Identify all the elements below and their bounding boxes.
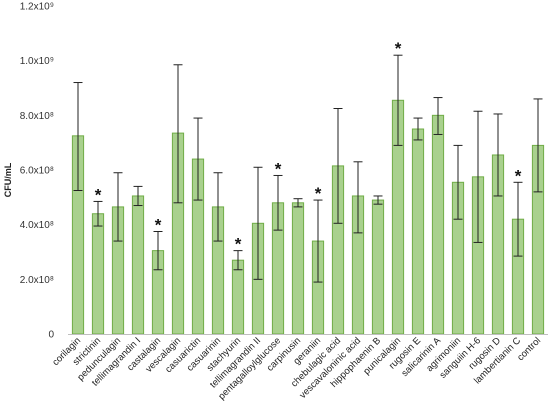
significance-star: *: [155, 216, 162, 235]
y-tick-label: 1.0x10⁹: [20, 56, 54, 67]
bar: [91, 213, 105, 335]
bar: [231, 259, 245, 335]
y-tick-label: 4.0x10⁸: [20, 220, 54, 231]
y-tick-label: 0: [48, 330, 54, 341]
error-bar: [453, 144, 463, 220]
error-bar: [193, 117, 203, 201]
bar: [371, 199, 385, 335]
error-bar: [93, 200, 103, 227]
error-bar: [433, 97, 443, 135]
bar: [411, 128, 425, 335]
significance-markers: * * * * * * *: [95, 39, 522, 253]
error-bar: [73, 82, 83, 191]
error-bar: [233, 250, 243, 271]
significance-star: *: [235, 235, 242, 254]
error-bar: [113, 172, 123, 242]
error-bar: [273, 174, 283, 231]
error-bar: [473, 110, 483, 243]
error-bar: [373, 195, 383, 205]
significance-star: *: [275, 159, 282, 178]
y-tick-label: 8.0x10⁸: [20, 111, 54, 122]
bar: [131, 195, 145, 335]
y-axis-title: CFU/mL: [3, 162, 13, 197]
error-bar: [533, 98, 543, 193]
y-tick-label: 1.2x10⁹: [20, 2, 54, 13]
error-bar: [333, 108, 343, 224]
error-bar: [413, 117, 423, 141]
significance-star: *: [395, 39, 402, 58]
y-axis-ticks: 0 2.0x10⁸ 4.0x10⁸ 6.0x10⁸ 8.0x10⁸ 1.0x10⁹ 1.2x…: [20, 2, 55, 341]
error-bar: [253, 166, 263, 280]
significance-star: *: [315, 184, 322, 203]
error-bar: [173, 64, 183, 204]
bars: [71, 99, 545, 335]
significance-star: *: [515, 166, 522, 185]
x-axis-labels: corilaginstrictininpedunculagintellimagr…: [50, 335, 543, 402]
error-bar: [213, 172, 223, 242]
error-bar: [513, 181, 523, 257]
bar: [291, 202, 305, 335]
significance-star: *: [95, 185, 102, 204]
error-bar: [293, 198, 303, 208]
error-bars: [73, 54, 543, 283]
error-bar: [353, 161, 363, 234]
error-bar: [393, 54, 403, 146]
error-bar: [133, 185, 143, 207]
error-bar: [313, 199, 323, 283]
error-bar: [153, 231, 163, 271]
y-tick-label: 2.0x10⁸: [20, 275, 54, 286]
error-bar: [493, 113, 503, 197]
y-tick-label: 6.0x10⁸: [20, 166, 54, 177]
bar: [431, 114, 445, 335]
